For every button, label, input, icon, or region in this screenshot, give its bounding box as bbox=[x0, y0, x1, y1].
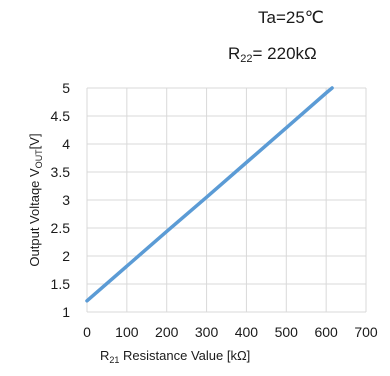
y-axis-title-main: Output Voltaqe V bbox=[27, 168, 42, 267]
x-tick-label: 300 bbox=[195, 324, 219, 340]
r22-value: = 220kΩ bbox=[252, 44, 317, 63]
y-tick-label: 4 bbox=[62, 136, 70, 152]
r22-symbol: R bbox=[228, 44, 241, 63]
x-tick-label: 600 bbox=[314, 324, 338, 340]
y-tick-label: 3.5 bbox=[51, 164, 71, 180]
y-axis-title-sub: OUT bbox=[34, 149, 44, 169]
r22-annotation: R22= 220kΩ bbox=[228, 44, 317, 65]
y-tick-labels: 1 1.5 2 2.5 3 3.5 4 4.5 5 bbox=[51, 80, 71, 320]
x-axis-title-rest: Resistance Value [kΩ] bbox=[119, 348, 250, 363]
chart-grid bbox=[86, 87, 367, 313]
r22-subscript: 22 bbox=[240, 53, 253, 65]
y-tick-label: 3 bbox=[62, 192, 70, 208]
x-tick-label: 0 bbox=[83, 324, 91, 340]
y-axis-title-rest: [V] bbox=[27, 133, 42, 149]
series-lines bbox=[85, 86, 334, 303]
x-tick-label: 400 bbox=[235, 324, 259, 340]
y-tick-label: 4.5 bbox=[51, 108, 71, 124]
temperature-unit: ℃ bbox=[304, 8, 324, 27]
y-axis-title: Output Voltaqe VOUT[V] bbox=[27, 133, 44, 266]
x-tick-label: 500 bbox=[275, 324, 299, 340]
x-tick-label: 700 bbox=[354, 324, 378, 340]
x-axis-title-sub: 21 bbox=[109, 355, 119, 365]
temperature-annotation: Ta=25℃ bbox=[258, 8, 324, 28]
x-axis-title-main: R bbox=[100, 348, 109, 363]
y-tick-label: 1 bbox=[62, 304, 70, 320]
y-tick-label: 2 bbox=[62, 248, 70, 264]
temperature-text: Ta=25 bbox=[258, 8, 305, 27]
y-tick-label: 5 bbox=[62, 80, 70, 96]
x-axis-title: R21 Resistance Value [kΩ] bbox=[100, 348, 250, 365]
x-tick-labels: 0 100 200 300 400 500 600 700 bbox=[83, 324, 378, 340]
x-tick-label: 200 bbox=[155, 324, 179, 340]
y-tick-label: 2.5 bbox=[51, 220, 71, 236]
y-tick-label: 1.5 bbox=[51, 276, 71, 292]
x-tick-label: 100 bbox=[115, 324, 139, 340]
series-line bbox=[85, 86, 334, 303]
